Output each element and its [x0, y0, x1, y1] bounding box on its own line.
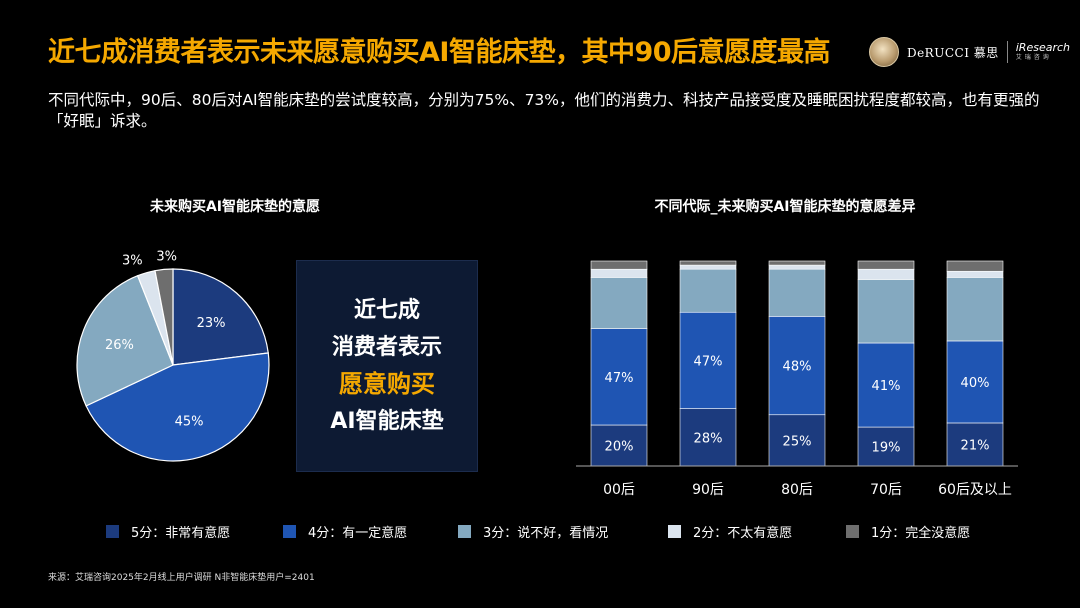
legend-label: 2分：不太有意愿 [693, 526, 793, 541]
iresearch-logo-text: iResearch [1015, 41, 1070, 54]
callout-box: 近七成 消费者表示 愿意购买 AI智能床垫 [296, 260, 478, 472]
bar-segment [679, 268, 737, 313]
callout-highlight: 愿意购买 [339, 370, 435, 398]
bar-data-label: 47% [694, 354, 723, 369]
bar-segment [590, 328, 648, 426]
bar-segment [768, 414, 826, 467]
bar-segment [768, 264, 826, 270]
callout-line-1: 近七成 [353, 298, 420, 323]
legend-label: 5分：非常有意愿 [131, 526, 231, 541]
x-tick-label: 70后 [870, 482, 902, 498]
legend-swatch [458, 525, 471, 538]
bar-segment [590, 277, 648, 329]
bar-segment [857, 342, 915, 428]
bar-segment [590, 260, 648, 270]
pie-data-label: 45% [175, 414, 204, 429]
logo-group: DeRUCCI 慕思 iResearch 艾瑞咨询 [868, 36, 1070, 68]
x-tick-label: 00后 [603, 482, 635, 498]
iresearch-logo: iResearch 艾瑞咨询 [1016, 42, 1070, 62]
callout-line-4: AI智能床垫 [330, 409, 444, 434]
legend-item-5: 5分：非常有意愿 [106, 522, 230, 541]
bar-segment [768, 316, 826, 416]
bar-data-label: 20% [605, 440, 634, 455]
bar-segment [679, 264, 737, 270]
legend-swatch [106, 525, 119, 538]
bar-data-label: 41% [872, 379, 901, 394]
pie-data-label: 26% [105, 338, 134, 353]
page-title: 近七成消费者表示未来愿意购买AI智能床垫，其中90后意愿度最高 [48, 37, 831, 68]
pie-data-label: 23% [197, 316, 226, 331]
source-note: 来源：艾瑞咨询2025年2月线上用户调研 N非智能床垫用户=2401 [48, 573, 315, 583]
bar-segment [590, 424, 648, 467]
legend-item-4: 4分：有一定意愿 [283, 522, 407, 541]
bar-data-label: 21% [961, 438, 990, 453]
page-subtitle: 不同代际中，90后、80后对AI智能床垫的尝试度较高，分别为75%、73%，他们… [48, 91, 1040, 130]
bar-data-label: 48% [783, 360, 812, 375]
legend-label: 4分：有一定意愿 [308, 526, 408, 541]
pie-slice [85, 352, 270, 462]
bar-segment [857, 426, 915, 467]
legend-label: 1分：完全没意愿 [871, 526, 971, 541]
pie-chart: 23% 45% 26% 3% 3% [76, 249, 270, 462]
pie-chart-title: 未来购买AI智能床垫的意愿 [149, 199, 321, 215]
bar-data-label: 25% [783, 434, 812, 449]
x-tick-label: 90后 [692, 482, 724, 498]
legend-label: 3分：说不好，看情况 [483, 526, 609, 541]
legend-item-2: 2分：不太有意愿 [668, 522, 792, 541]
bar-segment [679, 260, 737, 266]
bar-segment [857, 260, 915, 270]
legend-swatch [283, 525, 296, 538]
legend-swatch [668, 525, 681, 538]
bar-data-label: 19% [872, 441, 901, 456]
bar-segment [768, 260, 826, 266]
iresearch-logo-subtext: 艾瑞咨询 [1015, 54, 1052, 61]
bar-segment [946, 270, 1004, 278]
pie-slice [172, 268, 269, 366]
pie-slice [76, 274, 174, 407]
bar-segment [946, 277, 1004, 342]
bar-segment [946, 340, 1004, 424]
logo-divider [1006, 41, 1008, 63]
pie-data-label: 3% [156, 249, 177, 264]
stacked-bar-chart: 20% 47% 00后 28% 47% 90后 25% 48% 80后 19% 41% 70后 21% 4… [576, 260, 1018, 498]
bar-data-label: 28% [694, 431, 723, 446]
bar-data-label: 40% [961, 376, 990, 391]
legend-item-1: 1分：完全没意愿 [846, 522, 970, 541]
bar-data-label: 47% [605, 371, 634, 386]
chart-legend: 5分：非常有意愿 4分：有一定意愿 3分：说不好，看情况 2分：不太有意愿 1分… [0, 522, 1080, 541]
legend-swatch [846, 525, 859, 538]
bar-segment [857, 268, 915, 280]
x-tick-label: 60后及以上 [938, 482, 1012, 498]
bar-segment [768, 268, 826, 317]
bar-chart-title: 不同代际_未来购买AI智能床垫的意愿差异 [654, 199, 916, 215]
bar-segment [857, 279, 915, 344]
derucci-logo: DeRUCCI 慕思 [906, 45, 999, 60]
legend-item-3: 3分：说不好，看情况 [458, 522, 608, 541]
derucci-emblem-icon [868, 37, 899, 67]
callout-line-2: 消费者表示 [331, 335, 442, 360]
pie-data-label: 3% [122, 253, 143, 268]
pie-slice [154, 268, 174, 366]
bar-segment [590, 268, 648, 278]
bar-segment [946, 260, 1004, 272]
x-tick-label: 80后 [781, 482, 813, 498]
bar-segment [946, 422, 1004, 467]
bar-segment [679, 311, 737, 409]
bar-segment [679, 408, 737, 467]
